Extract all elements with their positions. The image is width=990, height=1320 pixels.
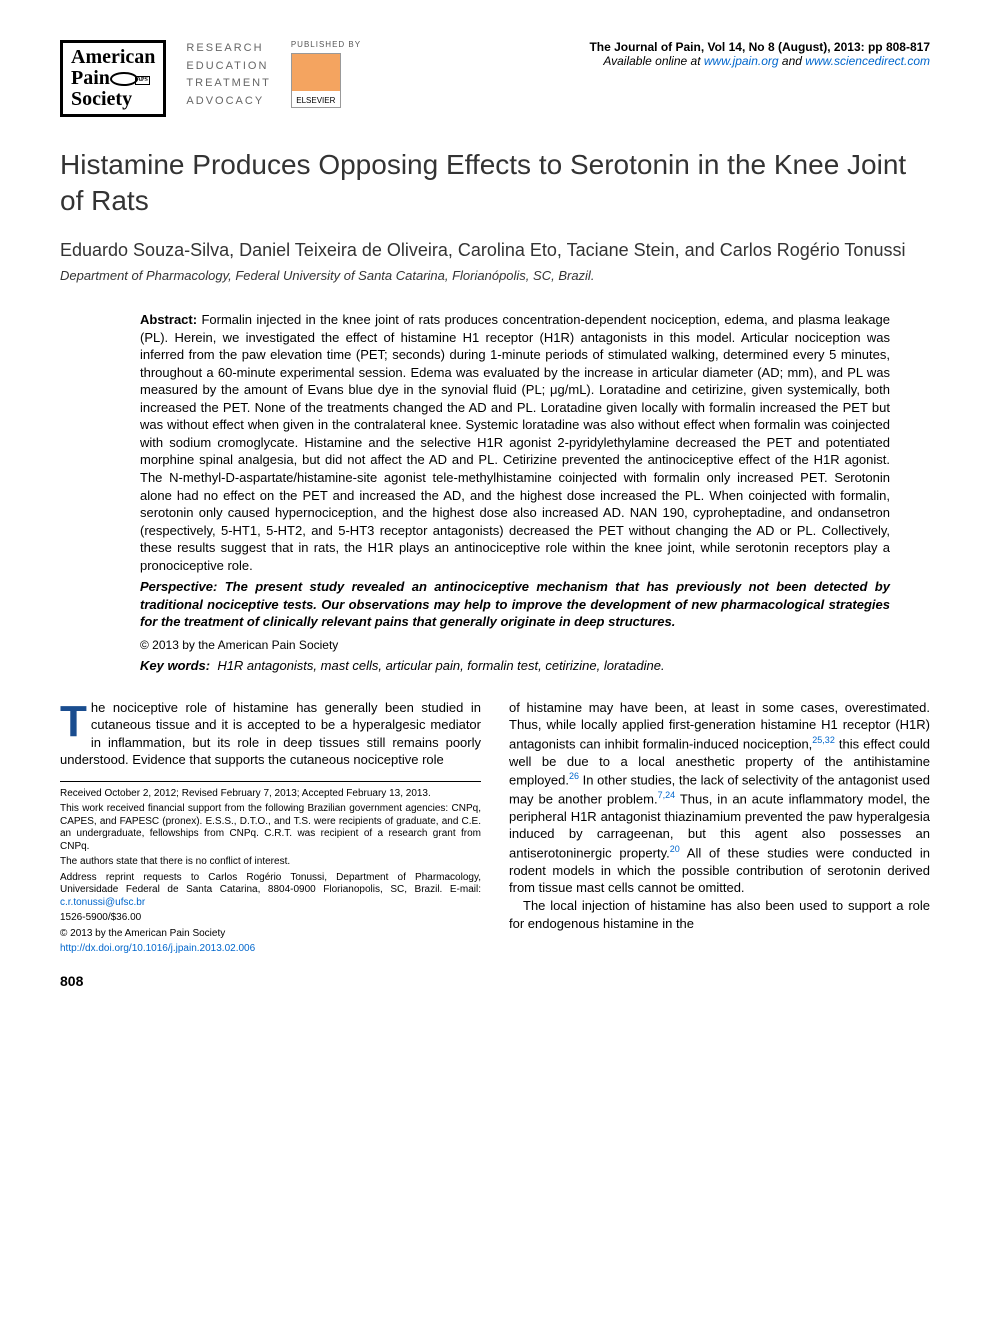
body-paragraph: The nociceptive role of histamine has ge… <box>60 699 481 769</box>
footnote-conflict: The authors state that there is no confl… <box>60 856 481 869</box>
logo-line1: American <box>71 47 155 68</box>
footnote-received: Received October 2, 2012; Revised Februa… <box>60 788 481 801</box>
society-tagline: RESEARCH EDUCATION TREATMENT ADVOCACY <box>186 40 270 110</box>
journal-citation: The Journal of Pain, Vol 14, No 8 (Augus… <box>589 40 930 54</box>
footnote-issn: 1526-5900/$36.00 <box>60 912 481 925</box>
publisher-label: PUBLISHED BY <box>291 40 361 49</box>
header-left-block: American Pain Society RESEARCH EDUCATION… <box>60 40 361 117</box>
availability-line: Available online at www.jpain.org and ww… <box>589 54 930 68</box>
right-column: of histamine may have been, at least in … <box>509 699 930 991</box>
abstract-copyright: © 2013 by the American Pain Society <box>140 637 890 653</box>
citation-ref[interactable]: 20 <box>670 844 680 854</box>
perspective-text: Perspective: The present study revealed … <box>140 578 890 631</box>
jpain-link[interactable]: www.jpain.org <box>704 54 779 68</box>
footnote-copyright: © 2013 by the American Pain Society <box>60 928 481 941</box>
citation-ref[interactable]: 7,24 <box>658 790 676 800</box>
doi-link[interactable]: http://dx.doi.org/10.1016/j.jpain.2013.0… <box>60 943 255 954</box>
body-columns: The nociceptive role of histamine has ge… <box>60 699 930 991</box>
footnote-doi: http://dx.doi.org/10.1016/j.jpain.2013.0… <box>60 943 481 956</box>
body-paragraph: of histamine may have been, at least in … <box>509 699 930 897</box>
footnote-reprint: Address reprint requests to Carlos Rogér… <box>60 872 481 910</box>
keywords-line: Key words: H1R antagonists, mast cells, … <box>140 657 890 675</box>
keywords-label: Key words: <box>140 658 210 673</box>
perspective-label: Perspective: <box>140 579 217 594</box>
sciencedirect-link[interactable]: www.sciencedirect.com <box>805 54 930 68</box>
tagline-item: RESEARCH <box>186 40 270 58</box>
elsevier-logo-icon: ELSEVIER <box>291 53 341 108</box>
citation-ref[interactable]: 25,32 <box>812 735 835 745</box>
dropcap: T <box>60 699 91 740</box>
citation-ref[interactable]: 26 <box>569 771 579 781</box>
publisher-name: ELSEVIER <box>296 96 335 105</box>
corresponding-email-link[interactable]: c.r.tonussi@ufsc.br <box>60 897 145 908</box>
page-number: 808 <box>60 972 481 991</box>
left-column: The nociceptive role of histamine has ge… <box>60 699 481 991</box>
header-right-block: The Journal of Pain, Vol 14, No 8 (Augus… <box>589 40 930 68</box>
abstract-text: Abstract: Formalin injected in the knee … <box>140 311 890 574</box>
tagline-item: ADVOCACY <box>186 93 270 111</box>
article-title: Histamine Produces Opposing Effects to S… <box>60 147 930 220</box>
publisher-block: PUBLISHED BY ELSEVIER <box>291 40 361 108</box>
page-header: American Pain Society RESEARCH EDUCATION… <box>60 40 930 117</box>
tagline-item: TREATMENT <box>186 75 270 93</box>
footnotes-block: Received October 2, 2012; Revised Februa… <box>60 781 481 956</box>
abstract-block: Abstract: Formalin injected in the knee … <box>140 311 890 675</box>
footnote-funding: This work received financial support fro… <box>60 803 481 853</box>
tagline-item: EDUCATION <box>186 58 270 76</box>
author-list: Eduardo Souza-Silva, Daniel Teixeira de … <box>60 238 930 262</box>
logo-line2: Pain <box>71 68 155 89</box>
keywords-text: H1R antagonists, mast cells, articular p… <box>217 658 664 673</box>
aps-society-logo: American Pain Society <box>60 40 166 117</box>
logo-line3: Society <box>71 89 155 110</box>
abstract-label: Abstract: <box>140 312 197 327</box>
body-paragraph: The local injection of histamine has als… <box>509 897 930 932</box>
affiliation: Department of Pharmacology, Federal Univ… <box>60 268 930 283</box>
